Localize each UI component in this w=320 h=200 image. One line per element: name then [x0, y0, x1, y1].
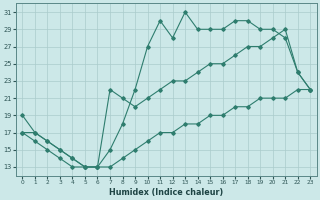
X-axis label: Humidex (Indice chaleur): Humidex (Indice chaleur): [109, 188, 223, 197]
